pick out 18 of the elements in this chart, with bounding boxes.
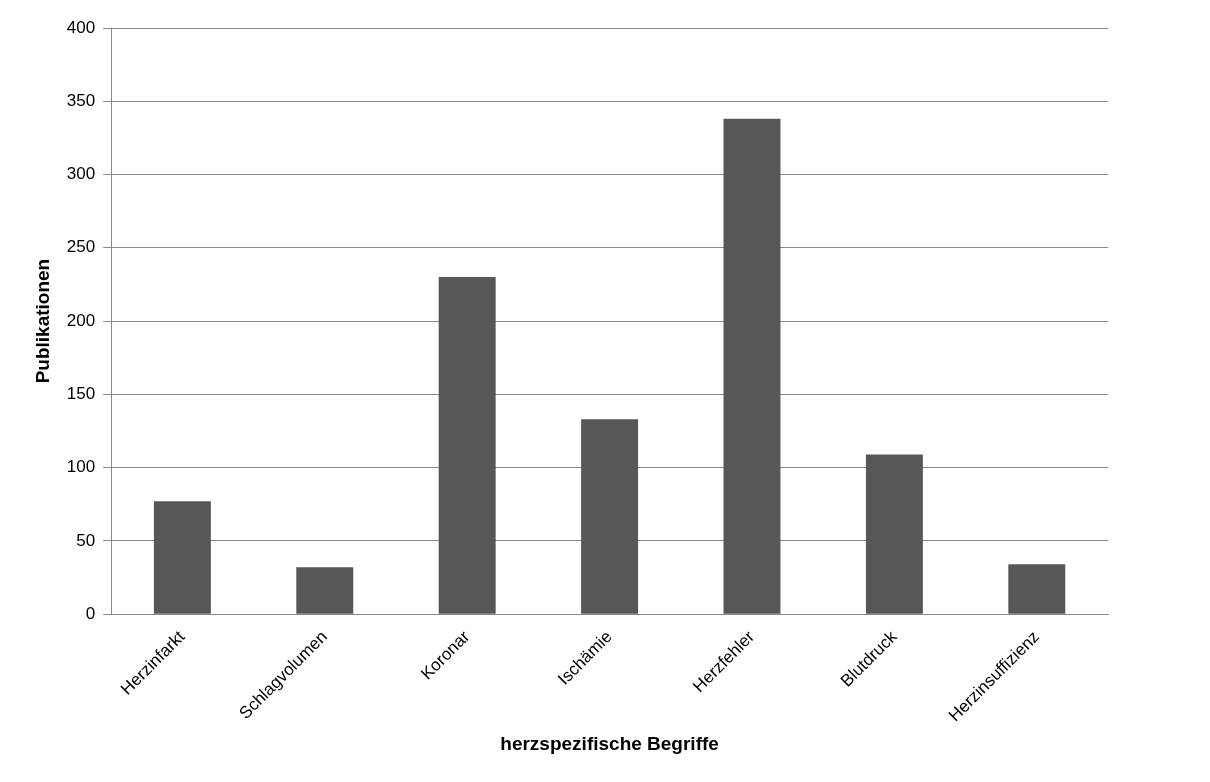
bar — [153, 501, 211, 614]
bar — [1008, 564, 1066, 614]
y-tick-label: 50 — [76, 530, 96, 550]
y-tick-label: 300 — [66, 164, 96, 184]
y-tick-label: 250 — [66, 237, 96, 257]
x-axis-title: herzspezifische Begriffe — [500, 732, 719, 754]
bar — [723, 118, 781, 614]
y-tick-label: 350 — [66, 90, 96, 110]
y-tick-label: 0 — [85, 603, 96, 623]
bar — [581, 419, 639, 614]
y-tick-label: 150 — [66, 384, 96, 404]
bar — [865, 454, 923, 614]
y-tick-label: 100 — [66, 457, 96, 477]
bar — [296, 567, 354, 614]
y-tick-label: 200 — [66, 310, 96, 330]
y-axis-title: Publikationen — [31, 258, 53, 384]
bar — [438, 277, 496, 614]
y-tick-label: 400 — [66, 17, 96, 37]
